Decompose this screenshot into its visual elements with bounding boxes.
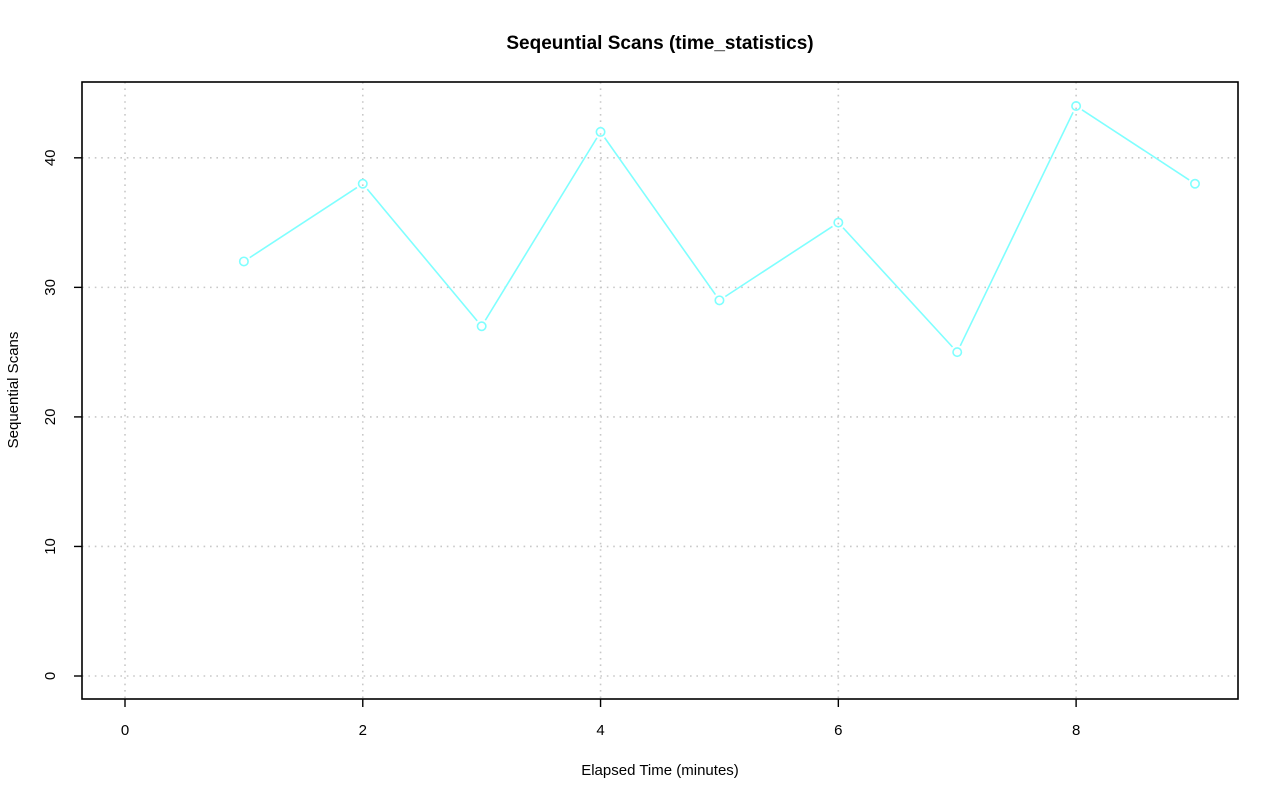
y-axis: 0 10 20 30 40: [42, 149, 82, 680]
data-point: [357, 178, 368, 189]
data-point: [238, 256, 249, 267]
x-axis: 0 2 4 6 8: [121, 699, 1080, 739]
y-tick-label: 40: [42, 149, 59, 166]
series-line-segment: [842, 227, 954, 348]
x-tick-label: 0: [121, 722, 129, 739]
plot-frame: [81, 81, 1239, 700]
y-tick-label: 10: [42, 538, 59, 555]
x-axis-label: Elapsed Time (minutes): [581, 762, 739, 779]
grid: [82, 82, 1238, 699]
x-tick-label: 8: [1072, 722, 1080, 739]
x-tick-label: 4: [596, 722, 604, 739]
data-point: [476, 321, 487, 332]
series-line-segment: [484, 137, 598, 321]
x-tick-label: 6: [834, 722, 842, 739]
data-point: [1071, 101, 1082, 112]
series-line-segment: [1081, 109, 1190, 181]
chart-title: Seqeuntial Scans (time_statistics): [506, 33, 813, 54]
y-tick-label: 0: [42, 672, 59, 680]
x-tick-label: 2: [359, 722, 367, 739]
data-point: [1190, 178, 1201, 189]
series-group: [238, 101, 1201, 358]
series-line-segment: [603, 137, 717, 296]
data-point: [833, 217, 844, 228]
series-line-segment: [724, 225, 833, 298]
y-axis-label: Sequential Scans: [5, 332, 22, 449]
series-line-segment: [959, 111, 1074, 347]
data-point: [595, 126, 606, 137]
data-point: [952, 347, 963, 358]
data-point: [714, 295, 725, 306]
series-line-segment: [249, 186, 358, 259]
series-line-segment: [366, 188, 478, 322]
y-tick-label: 20: [42, 409, 59, 426]
y-tick-label: 30: [42, 279, 59, 296]
